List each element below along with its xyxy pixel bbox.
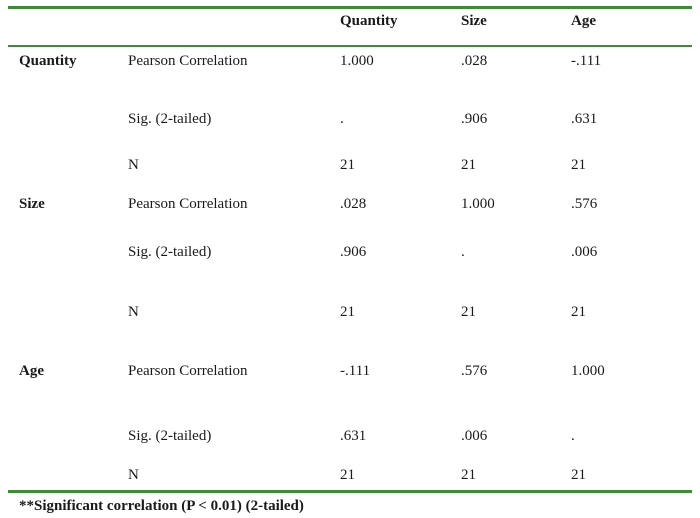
table-cell: 21 [340,304,355,320]
table-cell: 1.000 [340,53,374,69]
stat-label: Pearson Correlation [128,363,248,379]
stat-label: Sig. (2-tailed) [128,111,212,127]
table-cell: 21 [340,157,355,173]
stat-label: Sig. (2-tailed) [128,428,212,444]
table-cell: -.111 [571,53,602,69]
table-cell: -.111 [340,363,371,379]
table-cell: .028 [340,196,367,212]
column-header-quantity: Quantity [340,13,398,29]
table-cell: .576 [461,363,488,379]
table-cell: 21 [461,467,476,483]
table-cell: 21 [571,157,586,173]
table-cell: .028 [461,53,488,69]
stat-label: N [128,467,139,483]
table-cell: .576 [571,196,598,212]
table-cell: 21 [461,157,476,173]
table-cell: . [340,111,344,127]
table-cell: 21 [340,467,355,483]
bottom-rule [8,490,692,493]
stat-label: Pearson Correlation [128,196,248,212]
table-cell: .631 [340,428,367,444]
stat-label: Pearson Correlation [128,53,248,69]
column-header-age: Age [571,13,596,29]
table-cell: .006 [571,244,598,260]
table-cell: . [571,428,575,444]
table-cell: .631 [571,111,598,127]
header-rule [8,45,692,47]
column-header-size: Size [461,13,487,29]
table-cell: .006 [461,428,488,444]
top-rule [8,6,692,9]
table-cell: .906 [461,111,488,127]
table-cell: 21 [571,304,586,320]
table-cell: 1.000 [571,363,605,379]
table-cell: .906 [340,244,367,260]
stat-label: N [128,304,139,320]
table-cell: . [461,244,465,260]
row-label-quantity: Quantity [19,53,77,69]
table-footnote: **Significant correlation (P < 0.01) (2-… [19,498,304,514]
stat-label: Sig. (2-tailed) [128,244,212,260]
table-cell: 1.000 [461,196,495,212]
row-label-age: Age [19,363,44,379]
table-cell: 21 [571,467,586,483]
stat-label: N [128,157,139,173]
table-cell: 21 [461,304,476,320]
row-label-size: Size [19,196,45,212]
